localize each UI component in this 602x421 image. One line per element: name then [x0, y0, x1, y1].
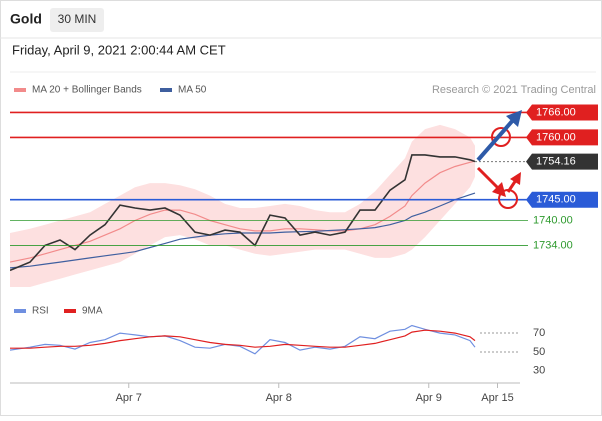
interval-box[interactable]	[50, 8, 104, 32]
legend-swatch	[14, 88, 26, 92]
level-label: 1760.00	[536, 131, 576, 143]
level-label-box	[526, 153, 598, 170]
series-line	[10, 192, 476, 269]
x-tick-label: Apr 8	[266, 392, 292, 404]
legend-label: 9MA	[82, 306, 103, 317]
y-tick-label: 70	[533, 327, 545, 339]
series-line	[10, 329, 476, 349]
rebound-arrow	[506, 179, 518, 193]
datetime: Friday, April 9, 2021 2:00:44 AM CET	[12, 42, 226, 57]
x-tick-label: Apr 15	[481, 392, 513, 404]
level-label: 1766.00	[536, 106, 576, 118]
legend-label: MA 20 + Bollinger Bands	[32, 85, 142, 96]
level-label-box	[526, 191, 598, 208]
x-tick-label: Apr 7	[116, 392, 142, 404]
y-tick-label: 30	[533, 365, 545, 377]
legend-label: RSI	[32, 306, 49, 317]
symbol: Gold	[10, 11, 42, 27]
legend-swatch	[64, 309, 76, 313]
x-tick-label: Apr 9	[416, 392, 442, 404]
down-arrow	[476, 166, 502, 192]
level-label: 1734.00	[533, 239, 573, 251]
up-arrow-head	[506, 110, 522, 127]
level-label: 1754.16	[536, 156, 576, 168]
series-line	[9, 324, 476, 355]
annotations	[476, 110, 522, 209]
level-label: 1745.00	[536, 194, 576, 206]
up-arrow	[476, 117, 516, 162]
down-arrow-head	[492, 182, 506, 197]
credit: Research © 2021 Trading Central	[432, 84, 596, 96]
legend-label: MA 50	[178, 85, 207, 96]
legend-swatch	[14, 309, 26, 313]
legend-swatch	[160, 88, 172, 92]
interval[interactable]: 30 MIN	[58, 12, 97, 26]
rebound-arrow-head	[510, 172, 521, 185]
y-tick-label: 50	[533, 346, 545, 358]
target-circle	[491, 127, 511, 147]
level-label-box	[526, 104, 598, 121]
plot	[9, 324, 476, 355]
level-label: 1740.00	[533, 214, 573, 226]
level-label-box	[526, 129, 598, 146]
bollinger-band	[10, 124, 475, 287]
